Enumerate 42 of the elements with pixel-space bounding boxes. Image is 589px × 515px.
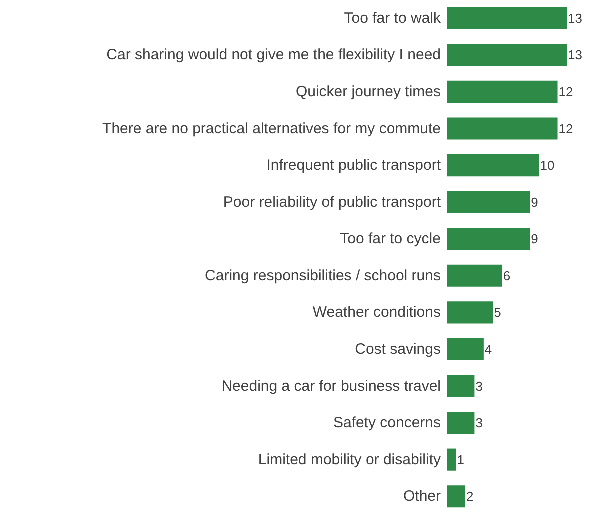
y-tick-label: Safety concerns [333, 414, 441, 432]
bar [447, 44, 567, 66]
y-tick-label: Limited mobility or disability [258, 451, 442, 468]
y-tick-label: Quicker journey times [296, 83, 441, 100]
bar [447, 118, 558, 140]
data-label: 9 [531, 194, 538, 210]
y-tick-label: There are no practical alternatives for my commute [102, 120, 441, 138]
bar [447, 228, 530, 250]
y-tick-label: Caring responsibilities / school runs [205, 267, 441, 284]
data-label: 13 [568, 10, 582, 26]
y-tick-label: Weather conditions [312, 304, 441, 322]
data-label: 3 [476, 416, 483, 431]
bar [447, 264, 502, 287]
data-label: 12 [558, 121, 574, 136]
data-label: 12 [558, 84, 574, 100]
data-label: 1 [457, 452, 464, 468]
y-tick-label: Car sharing would not give me the flexibility I need [106, 46, 441, 64]
bar [447, 375, 475, 398]
y-tick-label: Other [403, 488, 442, 506]
data-label: 13 [568, 48, 582, 63]
bar [447, 80, 558, 103]
bar [447, 191, 530, 214]
bar [447, 486, 466, 508]
bar [447, 7, 567, 30]
y-tick-label: Cost savings [355, 340, 441, 358]
y-tick-label: Too far to walk [344, 10, 442, 27]
data-label: 4 [484, 342, 492, 357]
data-label: 10 [540, 158, 555, 174]
data-label: 3 [476, 378, 483, 394]
y-tick-label: Too far to cycle [340, 230, 441, 248]
data-label: 6 [503, 268, 511, 284]
data-label: 9 [531, 232, 538, 247]
bar [447, 338, 484, 360]
bar [447, 412, 475, 434]
bar [447, 448, 456, 471]
y-tick-label: Poor reliability of public transport [223, 194, 442, 211]
y-tick-label: Needing a car for business travel [222, 378, 441, 395]
y-tick-label: Infrequent public transport [266, 157, 442, 174]
data-label: 5 [494, 305, 502, 320]
data-label: 2 [466, 489, 474, 504]
bar [447, 154, 540, 177]
bar [447, 302, 494, 324]
